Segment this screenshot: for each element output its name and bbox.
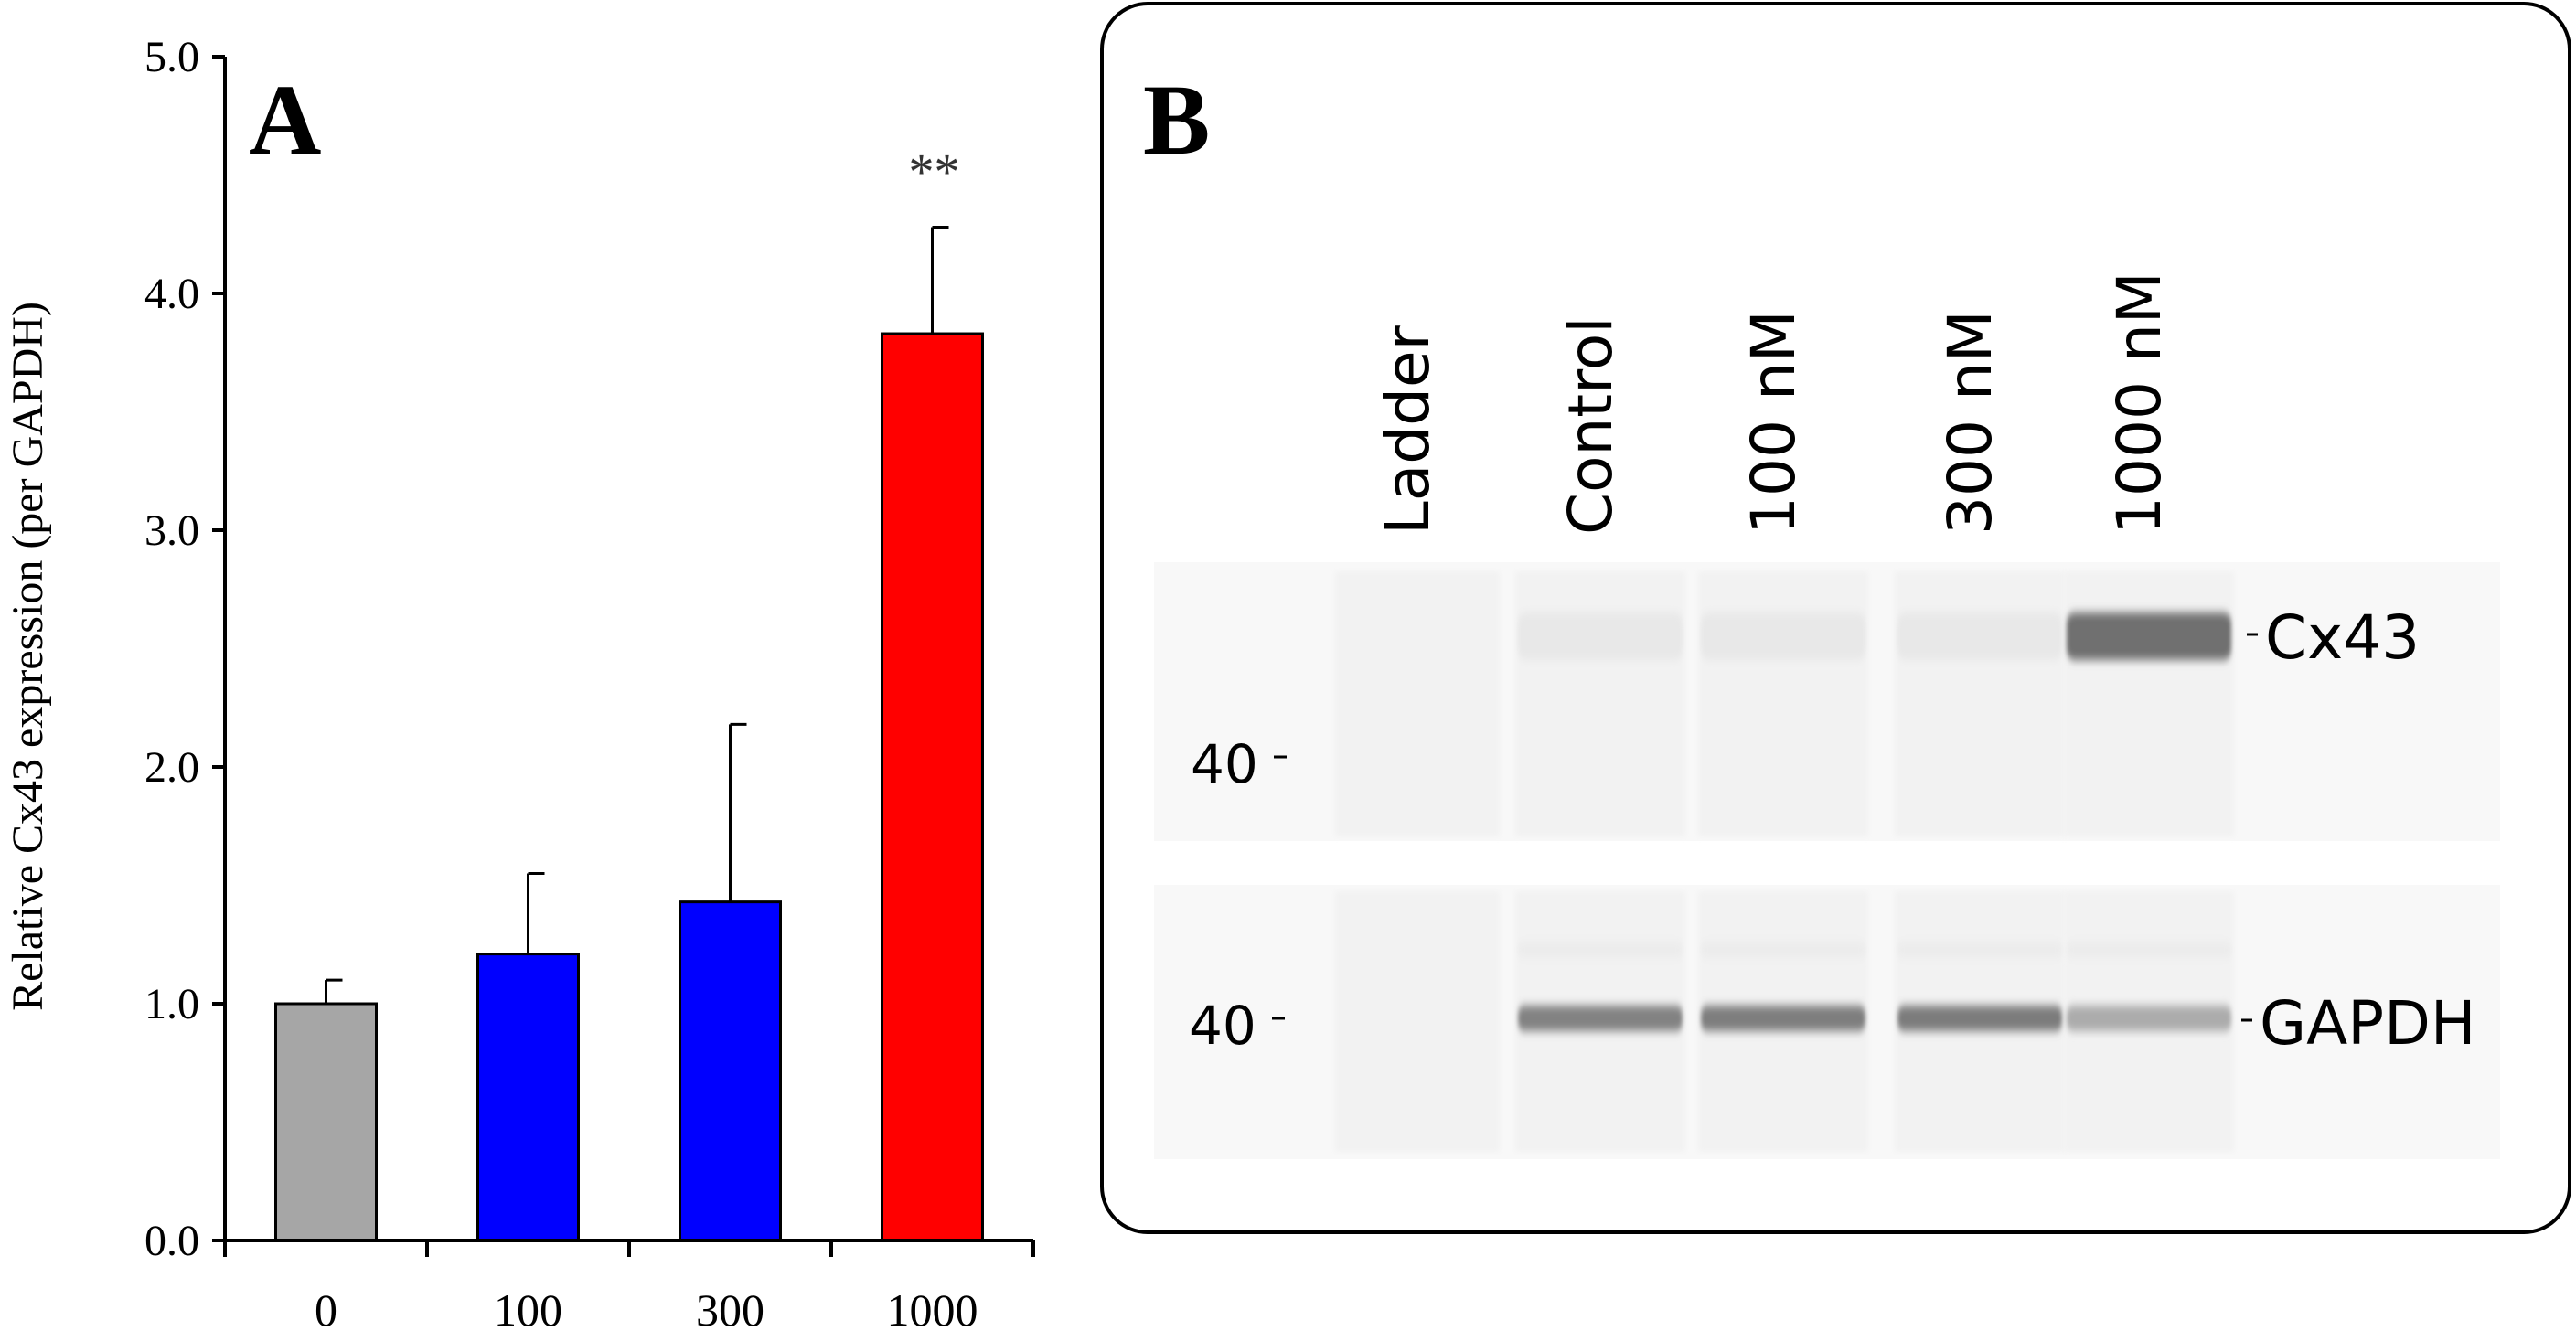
lane-label: 100 nM [1738,310,1809,535]
x-axis: 0 100 300 1000 [223,1240,1035,1331]
lane-labels: Ladder Control 100 nM 300 nM 1000 nM [1373,272,2175,535]
lane-label: Ladder [1373,325,1443,535]
bars: ** [274,144,984,1242]
y-axis-label: Relative Cx43 expression (per GAPDH) [4,302,52,1011]
bar [476,953,580,1242]
band-cx43 [1897,612,2062,660]
gel-lane-top [1895,571,2065,836]
marker-label-top: 40 [1191,733,1258,795]
band-cx43 [1518,612,1683,660]
band-gapdh-faint [1701,942,1865,958]
band-gapdh [1701,1006,1865,1031]
lane-label: 300 nM [1935,310,2005,535]
marker-label-bottom: 40 [1189,995,1256,1057]
band-gapdh-faint [1518,942,1683,958]
x-tick-label: 100 [494,1284,562,1331]
y-tick-label: 2.0 [144,743,199,792]
band-gapdh [2067,1006,2231,1031]
panel-b-letter: B [1143,64,1210,176]
gel-lane-top [1698,571,1868,836]
y-axis: 0.0 1.0 2.0 3.0 4.0 5.0 [144,33,225,1265]
panel-a-bar-chart: A Relative Cx43 expression (per GAPDH) 0… [4,33,1035,1331]
gel-lane-top [2064,571,2234,836]
y-tick-label: 4.0 [144,270,199,318]
panel-a-letter: A [249,64,321,176]
x-tick-label: 0 [315,1284,337,1331]
bar [274,1002,378,1242]
y-tick-label: 0.0 [144,1217,199,1265]
y-tick-label: 1.0 [144,980,199,1028]
band-gapdh [1518,1006,1683,1031]
gel-lane-bottom [1335,891,1500,1152]
panel-b-gel: B Ladder Control 100 nM 300 nM 1000 nM 40 40… [1100,2,2571,1234]
bar [679,900,782,1242]
band-label-gapdh: GAPDH [2260,988,2476,1059]
x-tick-label: 1000 [887,1284,978,1331]
band-gapdh-faint [1897,942,2062,958]
gel-lane-top [1335,571,1500,836]
y-tick-label: 3.0 [144,506,199,555]
band-cx43 [2067,612,2231,660]
band-label-cx43: Cx43 [2265,602,2420,673]
significance-annotation: ** [909,144,960,200]
gel-lane-top [1515,571,1685,836]
band-gapdh [1897,1006,2062,1031]
band-cx43 [1701,612,1865,660]
y-tick-label: 5.0 [144,33,199,81]
lane-label: Control [1555,316,1626,535]
bar [881,332,984,1242]
x-tick-label: 300 [696,1284,764,1331]
lane-label: 1000 nM [2104,272,2175,535]
gel-bands [1518,612,2231,1031]
band-gapdh-faint [2067,942,2231,958]
